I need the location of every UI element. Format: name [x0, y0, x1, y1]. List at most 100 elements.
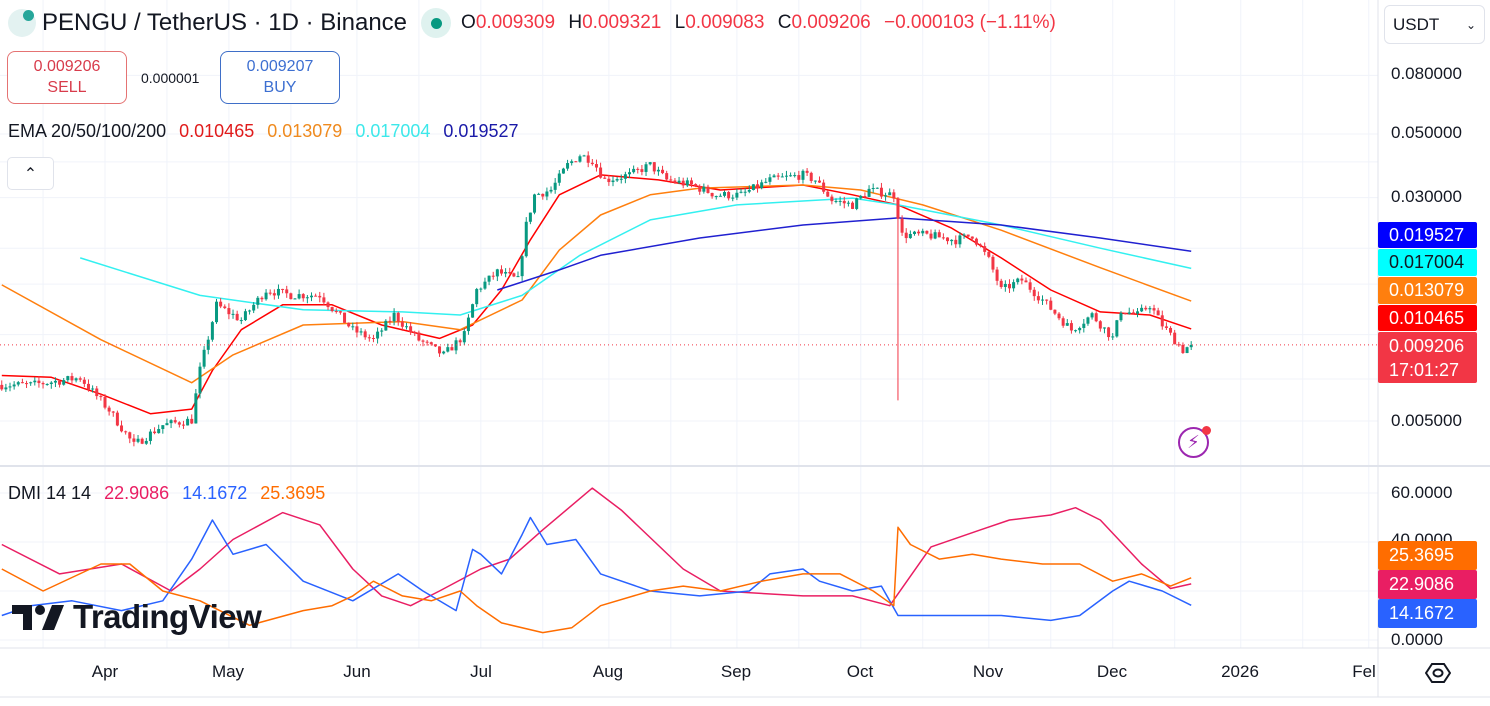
ema-legend[interactable]: EMA 20/50/100/200 0.010465 0.013079 0.01…	[8, 121, 527, 142]
buy-label: BUY	[263, 79, 297, 96]
candle-body	[607, 178, 611, 183]
ema-lines	[1, 174, 1192, 415]
candle-body	[181, 424, 185, 426]
market-status-icon[interactable]	[421, 8, 452, 38]
time-label: Fel	[1352, 662, 1376, 681]
candle-body	[227, 308, 231, 315]
candle-body	[727, 192, 731, 199]
candle-body	[578, 156, 582, 162]
candle-body	[912, 231, 916, 235]
candle-body	[1160, 315, 1164, 327]
open-label: O	[461, 12, 476, 33]
candle-body	[966, 234, 970, 237]
candle-body	[784, 175, 788, 177]
candle-body	[25, 383, 29, 385]
candle-body	[479, 288, 483, 290]
ema200-line	[497, 217, 1192, 291]
candle-body	[268, 292, 272, 294]
candle-body	[446, 347, 450, 352]
candle-body	[508, 272, 512, 274]
tradingview-watermark: TradingView	[12, 598, 262, 636]
candle-body	[1007, 283, 1011, 289]
sell-button[interactable]: 0.009206 SELL	[7, 51, 127, 104]
candle-body	[475, 289, 479, 305]
time-label: Aug	[592, 662, 624, 681]
candle-body	[433, 344, 437, 347]
ema100-value: 0.017004	[355, 121, 431, 141]
candle-body	[120, 425, 124, 432]
symbol-title[interactable]: PENGU / TetherUS · 1D · Binance	[42, 9, 408, 36]
candle-body	[884, 195, 888, 197]
chart-settings-icon[interactable]	[1425, 660, 1451, 686]
candle-body	[995, 269, 999, 281]
candle-body	[4, 387, 8, 390]
low-label: L	[674, 12, 686, 33]
candle-body	[53, 380, 57, 383]
candle-body	[743, 191, 747, 193]
candle-body	[826, 191, 830, 197]
candle-body	[157, 429, 161, 434]
candle-body	[706, 186, 710, 193]
candle-body	[243, 311, 247, 321]
candle-body	[1045, 299, 1049, 301]
candle-body	[747, 189, 751, 192]
candle-body	[111, 411, 115, 413]
candle-body	[1086, 317, 1090, 324]
candle-body	[933, 232, 937, 239]
adx-tag: 22.9086	[1378, 570, 1477, 599]
candle-body	[177, 422, 181, 425]
candle-body	[144, 440, 148, 444]
dmi-tick: 0.0000	[1391, 630, 1443, 649]
candle-body	[772, 175, 776, 178]
dmi-legend[interactable]: DMI 14 14 22.9086 14.1672 25.3695	[8, 483, 333, 504]
candle-body	[731, 197, 735, 199]
candle-body	[37, 380, 41, 384]
candle-body	[91, 388, 95, 390]
ema20-value: 0.010465	[179, 121, 255, 141]
candle-body	[1094, 313, 1098, 322]
candle-body	[1148, 308, 1152, 310]
candle-body	[652, 162, 656, 172]
candle-body	[1189, 344, 1193, 348]
candle-body	[128, 432, 132, 439]
candle-body	[285, 289, 289, 294]
candle-body	[392, 312, 396, 322]
candle-body	[260, 297, 264, 300]
candle-body	[541, 193, 545, 197]
last-price-tag: 0.009206 17:01:27	[1378, 332, 1477, 383]
candle-body	[859, 196, 863, 199]
candle-body	[615, 179, 619, 181]
lightning-icon[interactable]: ⚡︎	[1178, 426, 1211, 458]
candle-body	[768, 177, 772, 182]
currency-select[interactable]: USDT ⌄	[1384, 5, 1485, 44]
time-label: Sep	[720, 662, 752, 681]
candle-body	[694, 184, 698, 187]
candle-body	[264, 292, 268, 300]
candle-body	[735, 192, 739, 198]
candle-body	[1090, 313, 1094, 318]
candle-body	[367, 337, 371, 339]
candle-body	[1177, 344, 1181, 346]
plus-di-tag: 14.1672	[1378, 599, 1477, 628]
tradingview-logo-icon	[12, 605, 64, 630]
candle-body	[669, 179, 673, 181]
candle-body	[380, 330, 384, 332]
candle-body	[58, 380, 62, 385]
candle-body	[632, 168, 636, 173]
candle-body	[917, 231, 921, 234]
candle-body	[400, 321, 404, 327]
candle-body	[384, 320, 388, 331]
candle-body	[648, 162, 652, 165]
candle-body	[1020, 278, 1024, 281]
collapse-legend-button[interactable]: ⌃	[7, 157, 54, 190]
candle-body	[628, 172, 632, 175]
candle-body	[950, 239, 954, 242]
candle-body	[590, 162, 594, 165]
candle-body	[99, 396, 103, 398]
dmi-lines	[1, 487, 1192, 634]
candle-body	[797, 175, 801, 180]
candle-body	[636, 168, 640, 170]
buy-button[interactable]: 0.009207 BUY	[220, 51, 340, 104]
candle-body	[900, 218, 904, 233]
